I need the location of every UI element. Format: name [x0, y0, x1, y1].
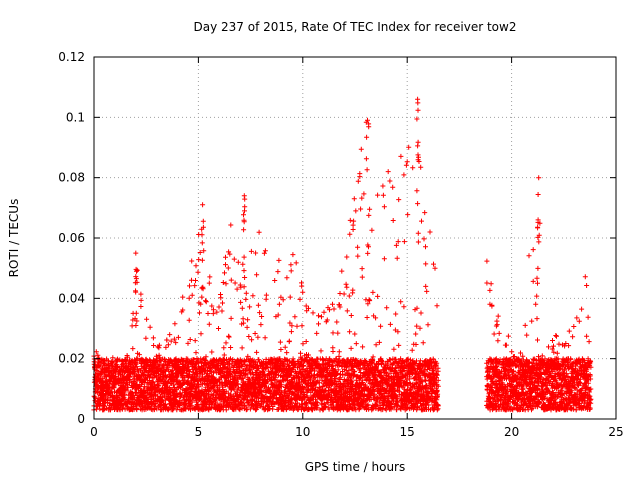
y-tick-label: 0.02	[58, 352, 85, 366]
y-tick-label: 0.04	[58, 291, 85, 305]
x-tick-label: 10	[295, 425, 310, 439]
data-points	[91, 96, 594, 413]
x-tick-label: 15	[400, 425, 415, 439]
chart-title: Day 237 of 2015, Rate Of TEC Index for r…	[194, 20, 517, 34]
y-tick-label: 0.12	[58, 50, 85, 64]
axis-ticks: 0 5 10 15 20 25 0 0.02 0.04 0.06 0.08 0.1 0.12	[58, 50, 623, 439]
y-tick-label: 0.1	[66, 110, 85, 124]
y-axis-label: ROTI / TECUs	[7, 199, 21, 278]
y-tick-label: 0.08	[58, 171, 85, 185]
y-tick-label: 0.06	[58, 231, 85, 245]
y-tick-label: 0	[77, 412, 85, 426]
x-axis-label: GPS time / hours	[305, 460, 406, 474]
roti-data-points	[91, 96, 594, 413]
grid-layer	[94, 57, 616, 419]
x-tick-label: 20	[504, 425, 519, 439]
x-tick-label: 0	[90, 425, 98, 439]
x-tick-label: 25	[608, 425, 623, 439]
x-tick-label: 5	[195, 425, 203, 439]
